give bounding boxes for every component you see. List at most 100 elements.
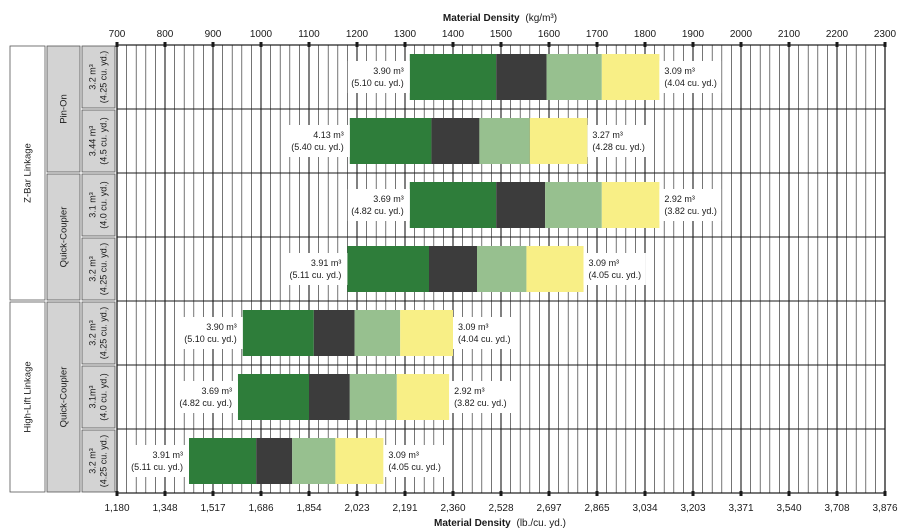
bottom-tick-label: 2,360 <box>440 503 465 514</box>
top-tick-mark <box>787 42 791 47</box>
top-tick-label: 1000 <box>250 29 273 40</box>
coupler-cell <box>46 45 81 173</box>
left-label-box <box>175 381 238 413</box>
right-value-label: 3.09 m³ <box>589 258 620 268</box>
top-tick-mark <box>883 42 887 47</box>
bottom-tick-label: 2,865 <box>584 503 609 514</box>
capacity-label: 3.44 m³ <box>88 126 98 157</box>
bottom-tick-mark <box>835 491 839 496</box>
bottom-tick-label: 2,023 <box>344 503 369 514</box>
top-axis-title-bold: Material Density <box>443 13 520 24</box>
left-label-box <box>347 189 410 221</box>
coupler-cell <box>46 173 81 301</box>
capacity-sub-label: (4.5 cu. yd.) <box>99 117 109 165</box>
bottom-tick-mark <box>883 491 887 496</box>
right-value-sub-label: (4.04 cu. yd.) <box>664 78 717 88</box>
capacity-cell <box>81 173 116 237</box>
top-tick-label: 1500 <box>490 29 513 40</box>
top-tick-mark <box>691 42 695 47</box>
capacity-cell <box>81 109 116 173</box>
bottom-tick-mark <box>739 491 743 496</box>
bottom-tick-label: 3,876 <box>872 503 897 514</box>
capacity-cell <box>81 301 116 365</box>
top-tick-mark <box>739 42 743 47</box>
left-value-label: 4.13 m³ <box>313 130 344 140</box>
capacity-label: 3.2 m³ <box>88 64 98 90</box>
left-value-sub-label: (5.11 cu. yd.) <box>131 462 183 472</box>
tick-labels: 700 1,180 800 1,348 900 1,517 1000 1,686 1100 1,8… <box>104 29 897 514</box>
capacity-label: 3.2 m³ <box>88 256 98 282</box>
capacity-cell <box>81 429 116 493</box>
bar-segment <box>545 182 602 228</box>
left-value-sub-label: (5.10 cu. yd.) <box>184 334 237 344</box>
bottom-tick-label: 1,348 <box>152 503 177 514</box>
bottom-tick-label: 3,203 <box>680 503 705 514</box>
right-value-sub-label: (4.05 cu. yd.) <box>388 462 441 472</box>
bar-segment <box>292 438 336 484</box>
bottom-tick-mark <box>163 491 167 496</box>
bottom-tick-label: 3,708 <box>824 503 849 514</box>
bar-segment <box>189 438 257 484</box>
left-value-sub-label: (4.82 cu. yd.) <box>351 206 404 216</box>
top-tick-label: 700 <box>109 29 126 40</box>
bottom-tick-mark <box>787 491 791 496</box>
bar-segment <box>349 118 432 164</box>
bottom-tick-label: 1,854 <box>296 503 321 514</box>
bar-segment <box>477 246 527 292</box>
bottom-tick-mark <box>403 491 407 496</box>
bottom-tick-label: 1,517 <box>200 503 225 514</box>
right-value-label: 3.09 m³ <box>458 322 489 332</box>
top-axis-title-unit: (kg/m³) <box>525 13 557 24</box>
right-label-box <box>449 381 512 413</box>
row-labels: Z-Bar Linkage High-Lift Linkage Pin-On Quic… <box>9 45 116 493</box>
bar-segment <box>496 54 547 100</box>
right-label-box <box>583 253 646 285</box>
bar-segment <box>256 438 293 484</box>
bar-segment <box>347 246 429 292</box>
bottom-tick-label: 2,528 <box>488 503 513 514</box>
capacity-cell <box>81 365 116 429</box>
capacity-sub-label: (4.0 cu. yd.) <box>99 373 109 421</box>
right-value-sub-label: (4.04 cu. yd.) <box>458 334 511 344</box>
bars: 3.90 m³ (5.10 cu. yd.) 3.09 m³ (4.04 cu. yd… <box>127 54 722 484</box>
top-tick-label: 1900 <box>682 29 705 40</box>
bar-segment <box>237 374 309 420</box>
top-tick-label: 800 <box>157 29 174 40</box>
top-tick-label: 2000 <box>730 29 753 40</box>
left-value-sub-label: (5.11 cu. yd.) <box>290 270 342 280</box>
top-tick-mark <box>499 42 503 47</box>
right-value-label: 3.09 m³ <box>388 450 419 460</box>
top-axis-title: Material Density (kg/m³) <box>443 13 557 24</box>
bottom-tick-label: 1,180 <box>104 503 129 514</box>
top-tick-mark <box>451 42 455 47</box>
bar-segment <box>601 182 660 228</box>
capacity-cell <box>81 237 116 301</box>
right-value-label: 2.92 m³ <box>664 194 695 204</box>
left-label-box <box>180 317 243 349</box>
bottom-tick-label: 3,540 <box>776 503 801 514</box>
coupler-label: Quick-Coupler <box>59 207 70 268</box>
bottom-tick-mark <box>115 491 119 496</box>
bottom-axis-title-unit: (lb./cu. yd.) <box>517 518 566 529</box>
left-value-label: 3.91 m³ <box>311 258 342 268</box>
bar-segment <box>335 438 384 484</box>
capacity-label: 3.1 m³ <box>88 192 98 218</box>
right-label-box <box>587 125 650 157</box>
capacity-label: 3.2 m³ <box>88 320 98 346</box>
left-value-sub-label: (5.10 cu. yd.) <box>351 78 404 88</box>
bar-segment <box>546 54 602 100</box>
top-tick-label: 1800 <box>634 29 657 40</box>
capacity-sub-label: (4.25 cu. yd.) <box>99 435 109 488</box>
bottom-axis-title: Material Density (lb./cu. yd.) <box>434 518 566 529</box>
right-value-label: 3.27 m³ <box>592 130 623 140</box>
bar-segment <box>429 246 477 292</box>
left-value-sub-label: (5.40 cu. yd.) <box>291 142 344 152</box>
top-tick-mark <box>115 42 119 47</box>
bottom-tick-mark <box>259 491 263 496</box>
top-tick-mark <box>307 42 311 47</box>
bar-segment <box>409 54 497 100</box>
right-value-label: 2.92 m³ <box>454 386 485 396</box>
bar-segment <box>400 310 453 356</box>
top-tick-mark <box>595 42 599 47</box>
